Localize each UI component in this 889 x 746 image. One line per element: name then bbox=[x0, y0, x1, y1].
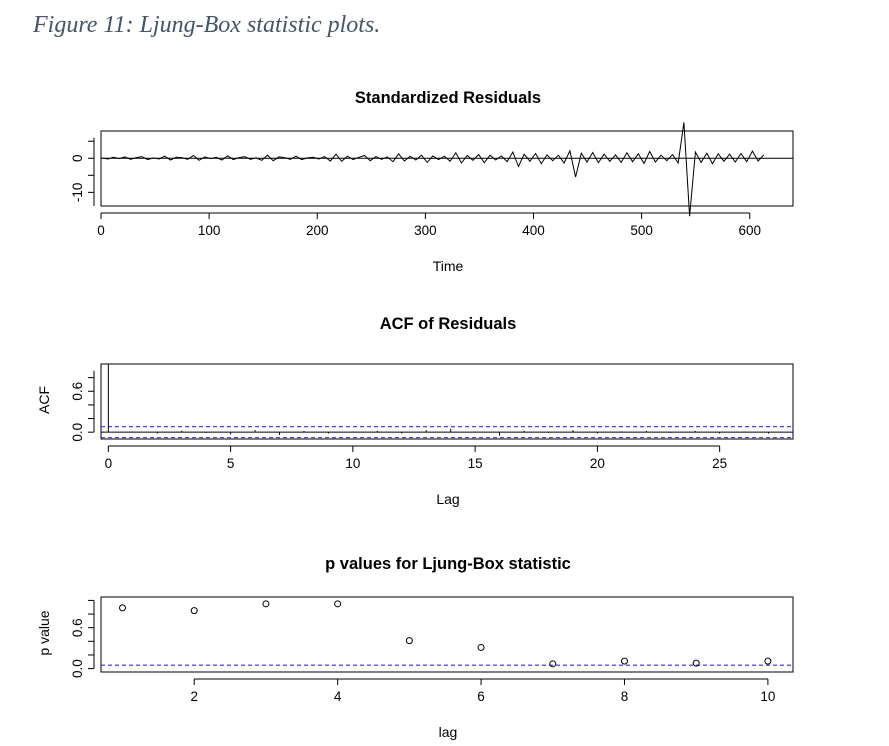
acf-title: ACF of Residuals bbox=[380, 315, 517, 333]
pvalue-panel: p values for Ljung-Box statistic lag p v… bbox=[36, 555, 794, 740]
pvalue-x-tick-label: 2 bbox=[190, 689, 198, 704]
pvalue-point bbox=[334, 600, 342, 608]
residuals-title: Standardized Residuals bbox=[355, 89, 541, 107]
pvalue-point bbox=[692, 659, 700, 667]
residuals-panel: Standardized Residuals Time 0 100 200 300 40… bbox=[70, 89, 794, 274]
residuals-x-tick-label: 300 bbox=[414, 223, 437, 238]
figure-caption: Figure 11: Ljung-Box statistic plots. bbox=[33, 12, 381, 38]
pvalue-xlabel: lag bbox=[439, 724, 458, 740]
pvalue-point bbox=[119, 604, 127, 612]
acf-panel: ACF of Residuals Lag ACF 0 5 10 15 20 25 0.0 0.… bbox=[36, 315, 794, 507]
residuals-x-tick-label: 100 bbox=[198, 223, 221, 238]
pvalue-x-tick-label: 10 bbox=[760, 689, 775, 704]
acf-x-tick-label: 20 bbox=[590, 456, 605, 471]
acf-x-tick-label: 5 bbox=[227, 456, 235, 471]
residuals-y-tick-label: -10 bbox=[70, 183, 85, 203]
residuals-x-tick-label: 500 bbox=[630, 223, 653, 238]
acf-xlabel: Lag bbox=[436, 491, 459, 507]
pvalue-y-tick-label: 0.6 bbox=[70, 618, 85, 637]
acf-x-tick-label: 0 bbox=[105, 456, 113, 471]
acf-x-tick-label: 25 bbox=[712, 456, 727, 471]
pvalue-point bbox=[477, 643, 485, 651]
acf-x-tick-label: 15 bbox=[468, 456, 483, 471]
residuals-x-tick-label: 400 bbox=[522, 223, 545, 238]
acf-plot-frame bbox=[100, 363, 794, 440]
pvalue-x-tick-label: 8 bbox=[621, 689, 629, 704]
acf-y-tick-label: 0.6 bbox=[70, 382, 85, 401]
pvalue-point bbox=[190, 607, 198, 615]
acf-ylabel: ACF bbox=[36, 386, 52, 414]
pvalue-plot-frame bbox=[100, 596, 794, 673]
pvalue-point bbox=[620, 657, 628, 665]
residuals-x-tick-label: 200 bbox=[306, 223, 329, 238]
pvalue-point bbox=[262, 600, 270, 608]
residuals-plot-frame bbox=[100, 130, 794, 207]
residuals-xlabel: Time bbox=[433, 258, 464, 274]
residuals-series-line bbox=[102, 122, 765, 217]
acf-x-tick-label: 10 bbox=[345, 456, 360, 471]
pvalue-y-tick-label: 0.0 bbox=[70, 659, 85, 678]
residuals-x-tick-label: 0 bbox=[97, 223, 105, 238]
pvalue-point bbox=[764, 657, 772, 665]
residuals-y-tick-label: 0 bbox=[70, 155, 85, 163]
pvalue-x-tick-label: 4 bbox=[334, 689, 342, 704]
pvalue-x-tick-label: 6 bbox=[477, 689, 485, 704]
residuals-x-tick-label: 600 bbox=[738, 223, 761, 238]
pvalue-title: p values for Ljung-Box statistic bbox=[325, 555, 571, 573]
acf-y-tick-label: 0.0 bbox=[70, 423, 85, 442]
pvalue-point bbox=[405, 637, 413, 645]
pvalue-ylabel: p value bbox=[36, 610, 52, 655]
pvalue-point bbox=[549, 660, 557, 668]
